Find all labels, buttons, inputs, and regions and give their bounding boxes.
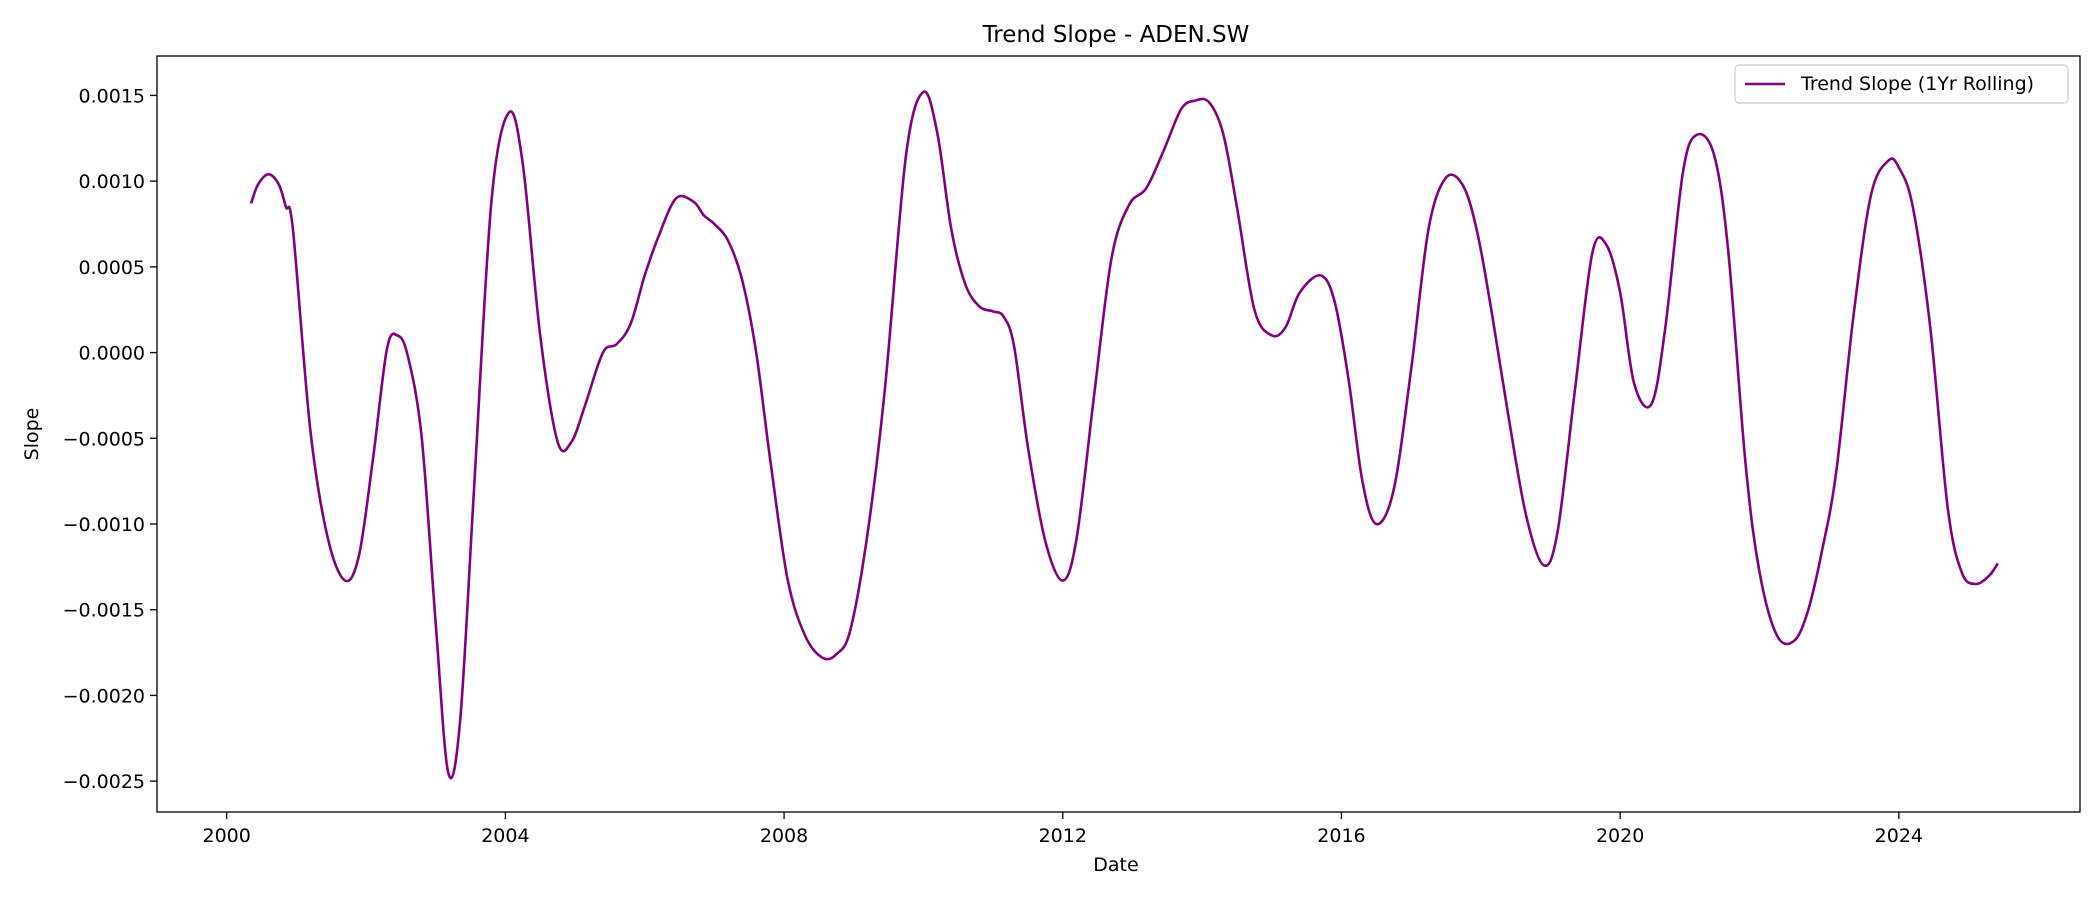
y-axis: 0.0015 0.0010 0.0005 0.0000 −0.0005 −0.0010 −0…	[63, 85, 157, 793]
y-tick-label: −0.0010	[63, 514, 145, 536]
y-tick-label: −0.0005	[63, 428, 145, 450]
y-tick-label: 0.0005	[79, 257, 145, 279]
x-tick-label: 2004	[481, 825, 529, 847]
legend-box	[1734, 64, 2069, 104]
x-tick-label: 2008	[760, 825, 808, 847]
y-axis-label: Slope	[21, 408, 43, 461]
y-tick-label: −0.0025	[63, 771, 145, 793]
x-axis-label: Date	[1093, 854, 1138, 876]
x-tick-label: 2016	[1317, 825, 1365, 847]
y-tick-label: 0.0010	[79, 171, 145, 193]
plot-lines	[249, 90, 1999, 780]
chart-title: Trend Slope - ADEN.SW	[982, 22, 1250, 48]
legend-label: Trend Slope (1Yr Rolling)	[1800, 73, 2034, 95]
x-axis: 2000 2004 2008 2012 2016 2020 2024	[202, 812, 1923, 847]
legend: Trend Slope (1Yr Rolling)	[1734, 64, 2069, 104]
x-tick-label: 2012	[1039, 825, 1087, 847]
y-tick-label: 0.0000	[79, 343, 145, 365]
series-line	[249, 90, 1999, 780]
x-tick-label: 2020	[1596, 825, 1644, 847]
plot-frame	[156, 55, 2081, 813]
y-tick-label: −0.0015	[63, 600, 145, 622]
y-tick-label: −0.0020	[63, 685, 145, 707]
x-tick-label: 2000	[202, 825, 250, 847]
y-tick-label: 0.0015	[79, 85, 145, 107]
x-tick-label: 2024	[1875, 825, 1923, 847]
